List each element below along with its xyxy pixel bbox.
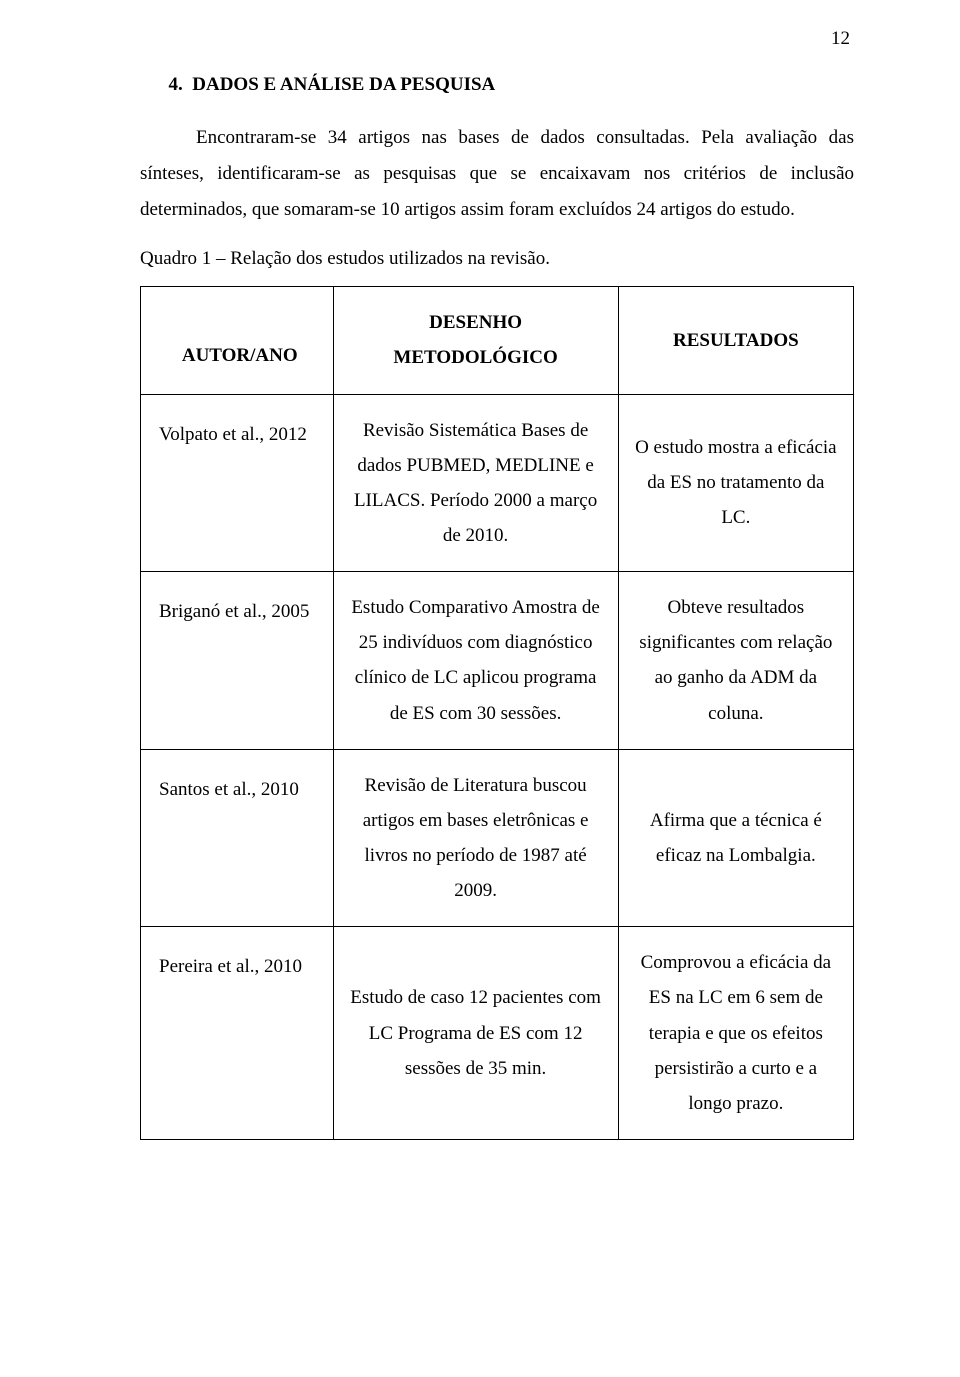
section-heading: 4. DADOS E ANÁLISE DA PESQUISA: [140, 74, 854, 96]
cell-method: Revisão Sistemática Bases de dados PUBME…: [333, 394, 618, 572]
intro-paragraph: Encontraram-se 34 artigos nas bases de d…: [140, 120, 854, 228]
cell-author: Volpato et al., 2012: [141, 394, 334, 572]
header-method-line2: METODOLÓGICO: [393, 347, 557, 368]
cell-result: O estudo mostra a eficácia da ES no trat…: [618, 394, 853, 572]
section-number: 4.: [169, 74, 183, 95]
table-row: Volpato et al., 2012 Revisão Sistemática…: [141, 394, 854, 572]
cell-method: Estudo Comparativo Amostra de 25 indivíd…: [333, 572, 618, 750]
header-method-line1: DESENHO: [429, 312, 522, 333]
table-caption: Quadro 1 – Relação dos estudos utilizado…: [140, 248, 854, 270]
table-row: Santos et al., 2010 Revisão de Literatur…: [141, 749, 854, 927]
table-row: Briganó et al., 2005 Estudo Comparativo …: [141, 572, 854, 750]
cell-result: Obteve resultados significantes com rela…: [618, 572, 853, 750]
table-header-row: AUTOR/ANO DESENHO METODOLÓGICO RESULTADO…: [141, 287, 854, 394]
cell-method: Revisão de Literatura buscou artigos em …: [333, 749, 618, 927]
table-header-method: DESENHO METODOLÓGICO: [333, 287, 618, 394]
cell-author: Santos et al., 2010: [141, 749, 334, 927]
cell-method: Estudo de caso 12 pacientes com LC Progr…: [333, 927, 618, 1140]
table-row: Pereira et al., 2010 Estudo de caso 12 p…: [141, 927, 854, 1140]
table-header-author: AUTOR/ANO: [141, 287, 334, 394]
cell-result: Afirma que a técnica é eficaz na Lombalg…: [618, 749, 853, 927]
page-number: 12: [831, 28, 850, 50]
cell-author: Briganó et al., 2005: [141, 572, 334, 750]
document-page: 12 4. DADOS E ANÁLISE DA PESQUISA Encont…: [0, 0, 960, 1377]
table-header-result: RESULTADOS: [618, 287, 853, 394]
section-title-text: DADOS E ANÁLISE DA PESQUISA: [192, 74, 495, 95]
cell-result: Comprovou a eficácia da ES na LC em 6 se…: [618, 927, 853, 1140]
studies-table: AUTOR/ANO DESENHO METODOLÓGICO RESULTADO…: [140, 286, 854, 1140]
cell-author: Pereira et al., 2010: [141, 927, 334, 1140]
